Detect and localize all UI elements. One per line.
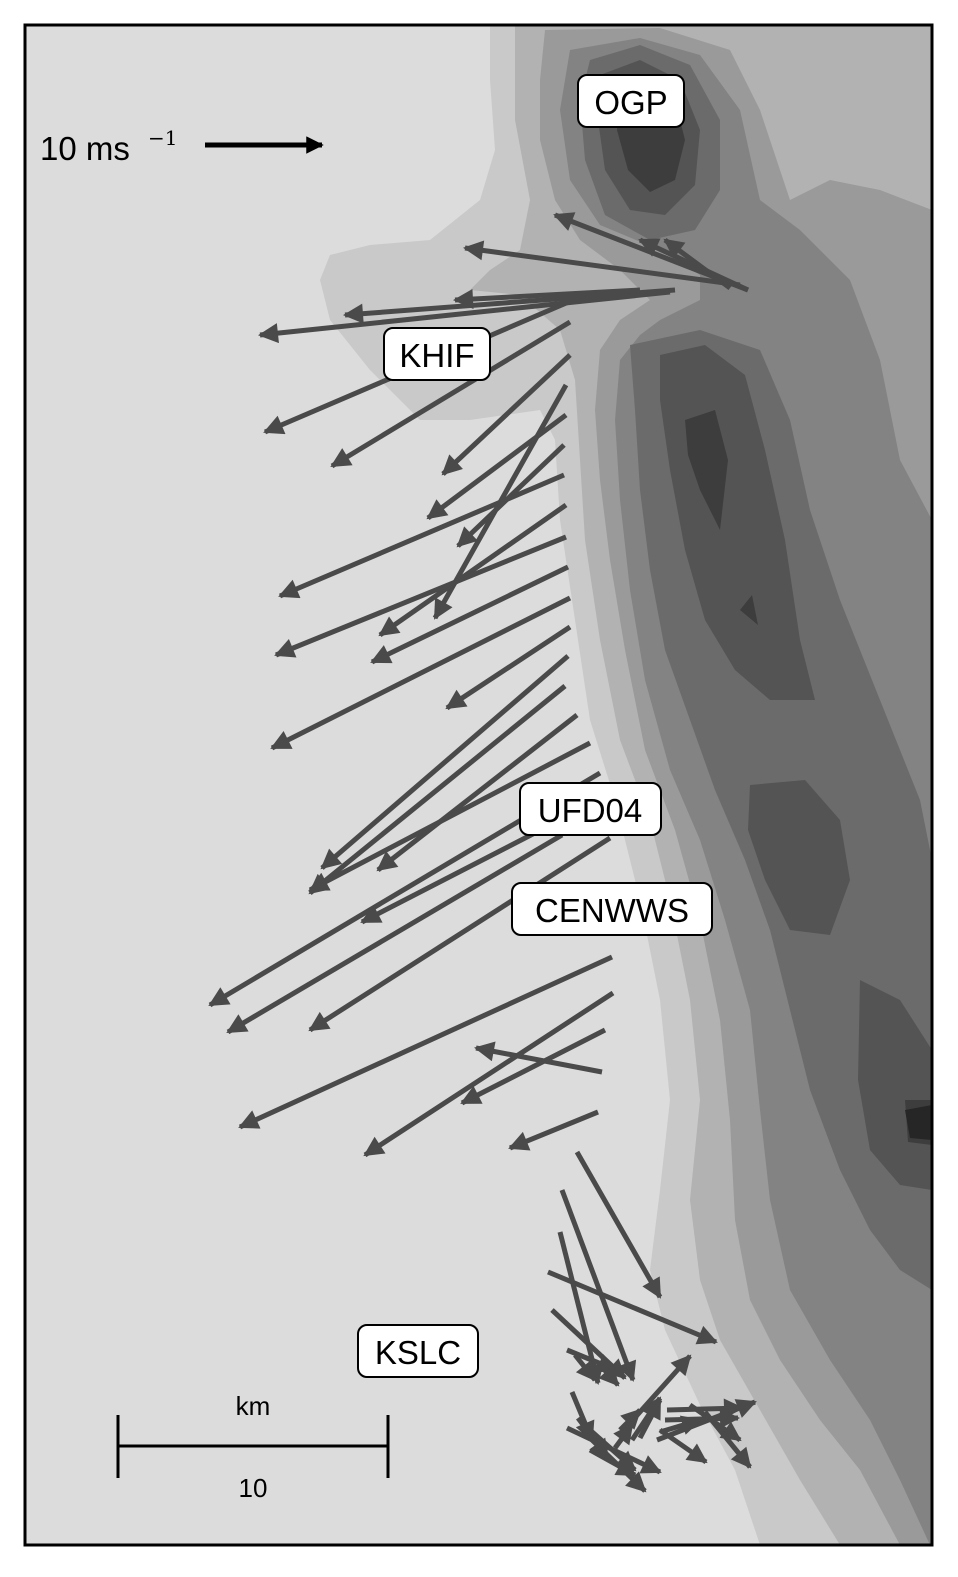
- wind-vectors: [208, 212, 757, 1493]
- wind-vector-58: [573, 1353, 597, 1382]
- scale-bar-unit: km: [236, 1391, 271, 1421]
- wind-vector-21: [308, 684, 567, 895]
- wind-vector-31: [474, 1041, 603, 1075]
- wind-vector-19: [445, 624, 572, 711]
- wind-vector-51: [637, 1398, 663, 1440]
- wind-vector-9: [330, 319, 572, 469]
- scale-bar: km 10: [116, 1391, 390, 1503]
- wind-vector-30: [460, 1027, 607, 1106]
- svg-text:KSLC: KSLC: [375, 1334, 461, 1371]
- wind-vector-22: [376, 713, 579, 872]
- station-labels: OGP KHIF UFD04 CENWWS KSLC: [357, 74, 713, 1378]
- svg-text:UFD04: UFD04: [538, 792, 643, 829]
- wind-vector-25: [360, 817, 562, 925]
- wind-vector-18: [270, 595, 572, 751]
- wind-vector-46: [666, 1398, 744, 1419]
- wind-vector-14: [278, 472, 565, 599]
- wind-vector-20: [320, 654, 570, 870]
- wind-vector-7: [453, 287, 641, 310]
- wind-vector-5: [343, 287, 676, 324]
- wind-vector-34: [559, 1189, 637, 1382]
- wind-vector-54: [688, 1402, 742, 1443]
- station-label-cenwws: CENWWS: [511, 882, 713, 936]
- svg-text:KHIF: KHIF: [399, 337, 474, 374]
- terrain-level-8: [905, 1105, 932, 1140]
- reference-vector-exponent: −1: [148, 126, 177, 150]
- wind-vector-36: [547, 1269, 718, 1345]
- scale-bar-value: 10: [239, 1473, 268, 1503]
- wind-vector-17: [370, 564, 570, 665]
- wind-vector-3: [463, 240, 741, 288]
- wind-vector-26: [308, 835, 612, 1033]
- wind-vector-23: [308, 740, 592, 893]
- wind-vector-16: [274, 534, 567, 658]
- terrain-level-6: [598, 60, 932, 1190]
- wind-vector-27: [226, 832, 564, 1035]
- wind-vector-12: [426, 412, 568, 521]
- terrain-level-7: [617, 80, 932, 1145]
- svg-text:CENWWS: CENWWS: [535, 892, 689, 929]
- wind-vector-33: [574, 1150, 663, 1299]
- wind-vector-47: [658, 1427, 708, 1465]
- wind-vector-56: [576, 1416, 610, 1460]
- wind-vector-6: [258, 289, 671, 344]
- wind-vector-29: [363, 990, 615, 1158]
- wind-vector-53: [612, 1423, 635, 1450]
- station-label-khif: KHIF: [383, 327, 491, 381]
- wind-vector-32: [508, 1109, 599, 1151]
- wind-vector-55: [664, 1408, 740, 1429]
- svg-text:OGP: OGP: [594, 84, 667, 121]
- wind-vector-15: [378, 502, 568, 638]
- wind-vector-52: [659, 1415, 702, 1435]
- station-label-ufd04: UFD04: [519, 782, 662, 836]
- reference-vector-legend: 10 ms −1: [40, 126, 324, 167]
- station-label-ogp: OGP: [577, 74, 685, 128]
- wind-vector-4: [663, 237, 732, 291]
- wind-vector-57: [598, 1363, 620, 1387]
- reference-vector-label: 10 ms: [40, 130, 130, 167]
- wind-vector-28: [238, 954, 614, 1130]
- station-label-kslc: KSLC: [357, 1324, 479, 1378]
- wind-vector-10: [441, 353, 572, 476]
- map-frame: [23, 23, 934, 1547]
